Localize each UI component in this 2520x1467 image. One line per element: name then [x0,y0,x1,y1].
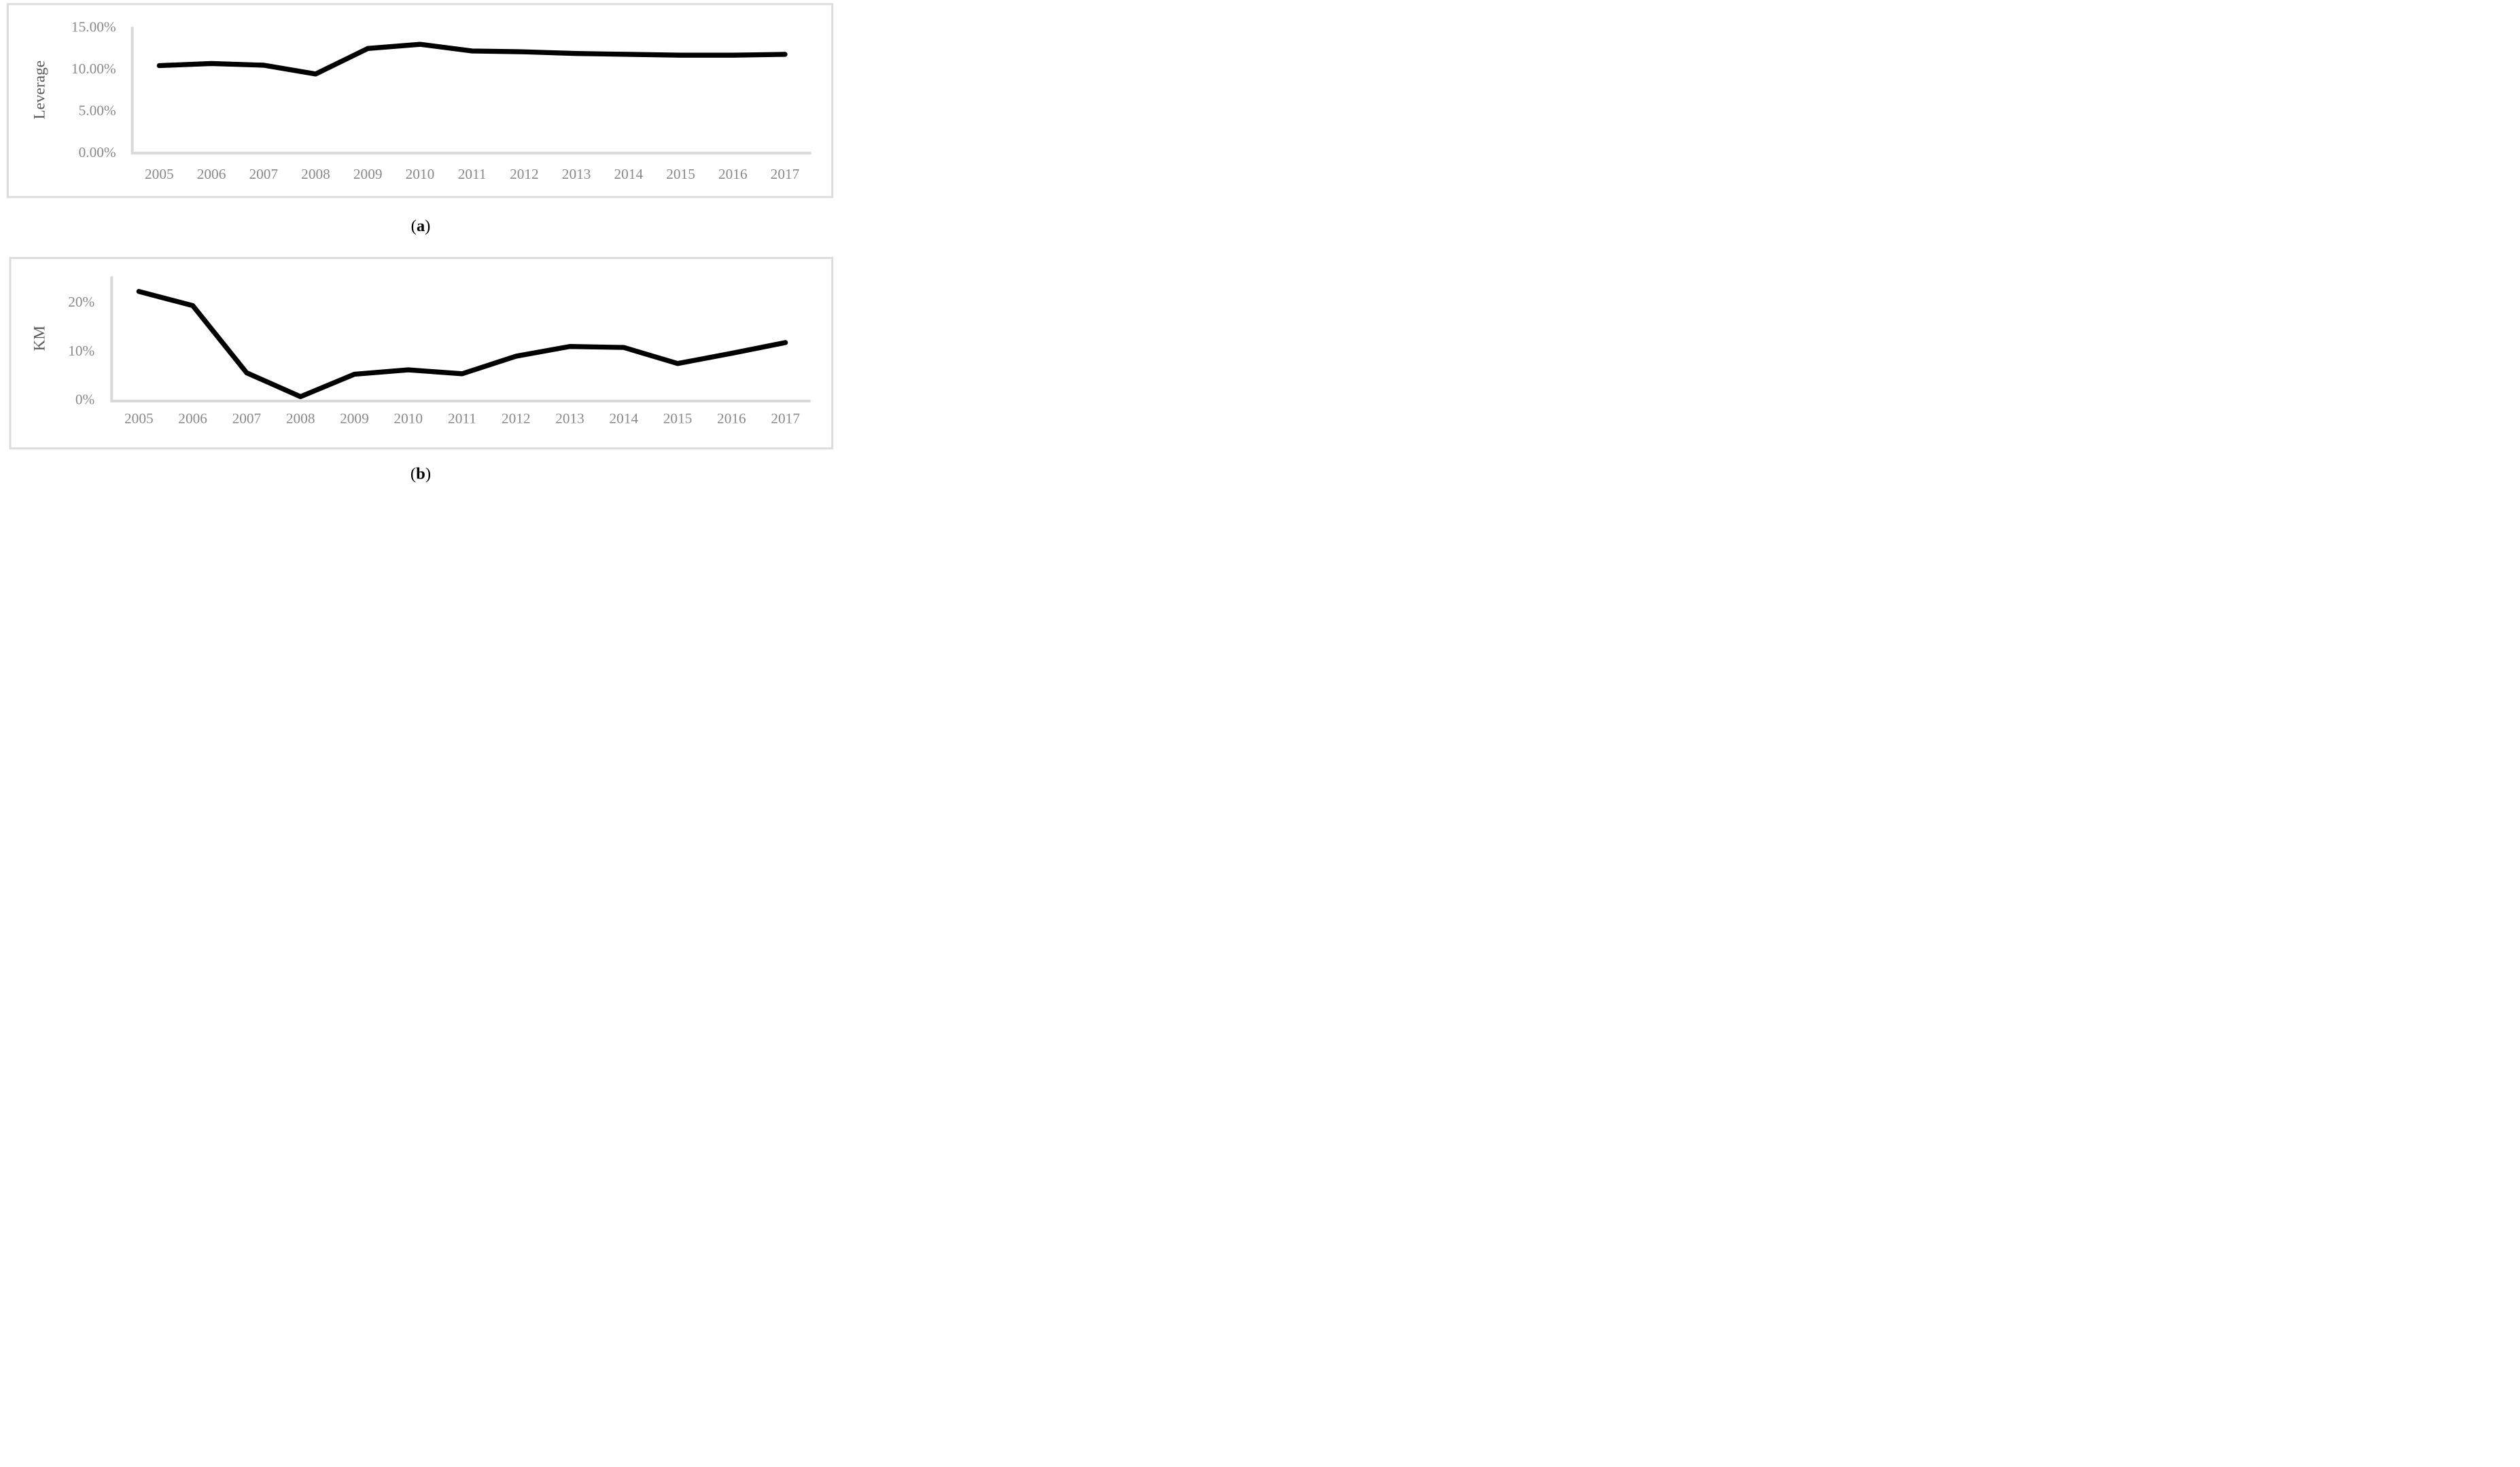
chart-b-x-tick-label: 2014 [610,410,639,426]
chart-a-x-tick-label: 2015 [666,166,695,182]
chart-b-y-axis-title: KM [31,326,48,351]
caption-b-open-paren: ( [410,465,416,483]
chart-b-x-tick-label: 2011 [448,410,476,426]
chart-a-y-tick-label: 15.00% [71,19,116,35]
chart-a-x-tick-label: 2009 [353,166,383,182]
chart-a-x-tick-label: 2016 [718,166,748,182]
chart-a-y-tick-label: 10.00% [71,61,116,77]
caption-a-open-paren: ( [411,217,417,235]
caption-a-close-paren: ) [425,217,430,235]
chart-a-x-tick-label: 2017 [771,166,800,182]
caption-b-letter: b [416,465,425,483]
chart-b-x-tick-labels: 2005 2006 2007 2008 2009 2010 2011 2012 2013 2014… [124,410,800,426]
caption-a-letter: a [417,217,425,235]
chart-a-x-tick-label: 2008 [301,166,330,182]
chart-a-x-tick-label: 2010 [406,166,435,182]
chart-a-x-tick-label: 2014 [614,166,644,182]
chart-b-x-tick-label: 2006 [178,410,207,426]
chart-b-x-tick-label: 2008 [286,410,315,426]
chart-a-y-axis-title: Leverage [31,61,48,120]
chart-b-y-tick-label: 10% [68,343,94,359]
panel-b-border [9,256,834,450]
chart-a-y-tick-labels: 15.00% 10.00% 5.00% 0.00% [71,19,116,161]
chart-a-x-tick-labels: 2005 2006 2007 2008 2009 2010 2011 2012 2013 2014… [145,166,800,182]
chart-b-x-tick-label: 2010 [393,410,423,426]
figure-canvas: 15.00%10.00%5.00%0.00% 2005 2006 2007 2008 2… [6,3,834,483]
chart-a-x-tick-label: 2011 [458,166,487,182]
chart-b-x-tick-label: 2007 [232,410,262,426]
panel-a-border [6,3,834,199]
chart-a-line [156,41,788,77]
chart-b-line [136,289,788,400]
chart-a-x-tick-label: 2012 [510,166,539,182]
chart-b-x-tick-label: 2005 [124,410,154,426]
chart-b-y-tick-labels: 20% 10% 0% [68,294,94,407]
caption-a: (a) [411,217,431,235]
chart-b-x-tick-label: 2015 [663,410,693,426]
chart-b-x-tick-label: 2017 [771,410,800,426]
chart-a-x-tick-label: 2013 [562,166,591,182]
chart-b-y-tick-label: 0% [75,391,95,407]
chart-b-y-tick-label: 20% [68,294,94,310]
chart-b-x-tick-label: 2016 [717,410,746,426]
caption-b-close-paren: ) [425,465,431,483]
chart-a-x-tick-label: 2007 [249,166,278,182]
panel-b: 20% 10% 0% 2005 2006 2007 2008 2009 2010 2011 201… [9,256,834,450]
chart-a-y-tick-label: 0.00% [79,144,116,160]
chart-b-x-tick-label: 2013 [555,410,584,426]
chart-b-x-tick-label: 2009 [340,410,369,426]
caption-b: (b) [410,465,431,483]
chart-a-x-tick-label: 2005 [145,166,174,182]
two-panel-line-figure: 15.00% 10.00% 5.00% 0.00% 2005 2006 2007 2008 2… [0,0,840,489]
chart-b-axes [110,276,811,403]
panel-a: 15.00%10.00%5.00%0.00% 2005 2006 2007 2008 2… [6,3,834,199]
chart-b-x-tick-label: 2012 [502,410,531,426]
chart-a-axes [130,27,811,155]
chart-a-y-tick-label: 5.00% [79,103,116,119]
chart-a-x-tick-label: 2006 [197,166,226,182]
